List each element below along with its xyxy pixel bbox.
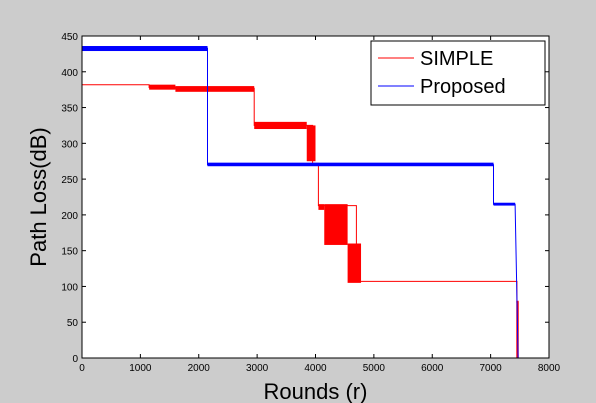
- y-tick-label: 50: [67, 318, 79, 329]
- y-tick-label: 0: [72, 354, 78, 365]
- legend-label-proposed: Proposed: [420, 76, 506, 98]
- series-simple-band: [347, 243, 362, 283]
- y-tick-label: 350: [61, 104, 78, 115]
- series-simple-band: [175, 86, 255, 92]
- y-tick-label: 450: [61, 32, 78, 43]
- y-tick-label: 200: [61, 211, 78, 222]
- x-tick-label: 6000: [421, 363, 444, 374]
- x-tick-label: 7000: [480, 363, 503, 374]
- y-tick-label: 250: [61, 175, 78, 186]
- legend: SIMPLE Proposed: [370, 40, 546, 106]
- x-tick-label: 4000: [304, 363, 327, 374]
- series-simple-band: [324, 204, 348, 245]
- y-tick-label: 400: [61, 68, 78, 79]
- legend-label-simple: SIMPLE: [420, 48, 493, 70]
- legend-box: [370, 40, 546, 106]
- y-tick-label: 100: [61, 282, 78, 293]
- x-tick-label: 2000: [188, 363, 211, 374]
- series-proposed: [81, 46, 549, 359]
- x-tick-label: 1000: [129, 363, 152, 374]
- x-tick-label: 8000: [538, 363, 561, 374]
- y-tick-label: 300: [61, 139, 78, 150]
- x-tick-label: 3000: [246, 363, 269, 374]
- x-axis-title: Rounds (r): [264, 379, 368, 403]
- ticks-layer: 0 1000 2000 3000 4000 5000 6000 7000 8000 0 50 100 1…: [61, 32, 560, 374]
- series-proposed-line: [81, 47, 549, 359]
- series-simple-band: [306, 125, 316, 162]
- x-tick-label: 0: [79, 363, 85, 374]
- x-tick-label: 5000: [363, 363, 386, 374]
- series-layer: [81, 46, 549, 359]
- y-tick-label: 150: [61, 247, 78, 258]
- y-axis-title: Path Loss(dB): [26, 127, 51, 266]
- series-simple-band: [318, 204, 325, 210]
